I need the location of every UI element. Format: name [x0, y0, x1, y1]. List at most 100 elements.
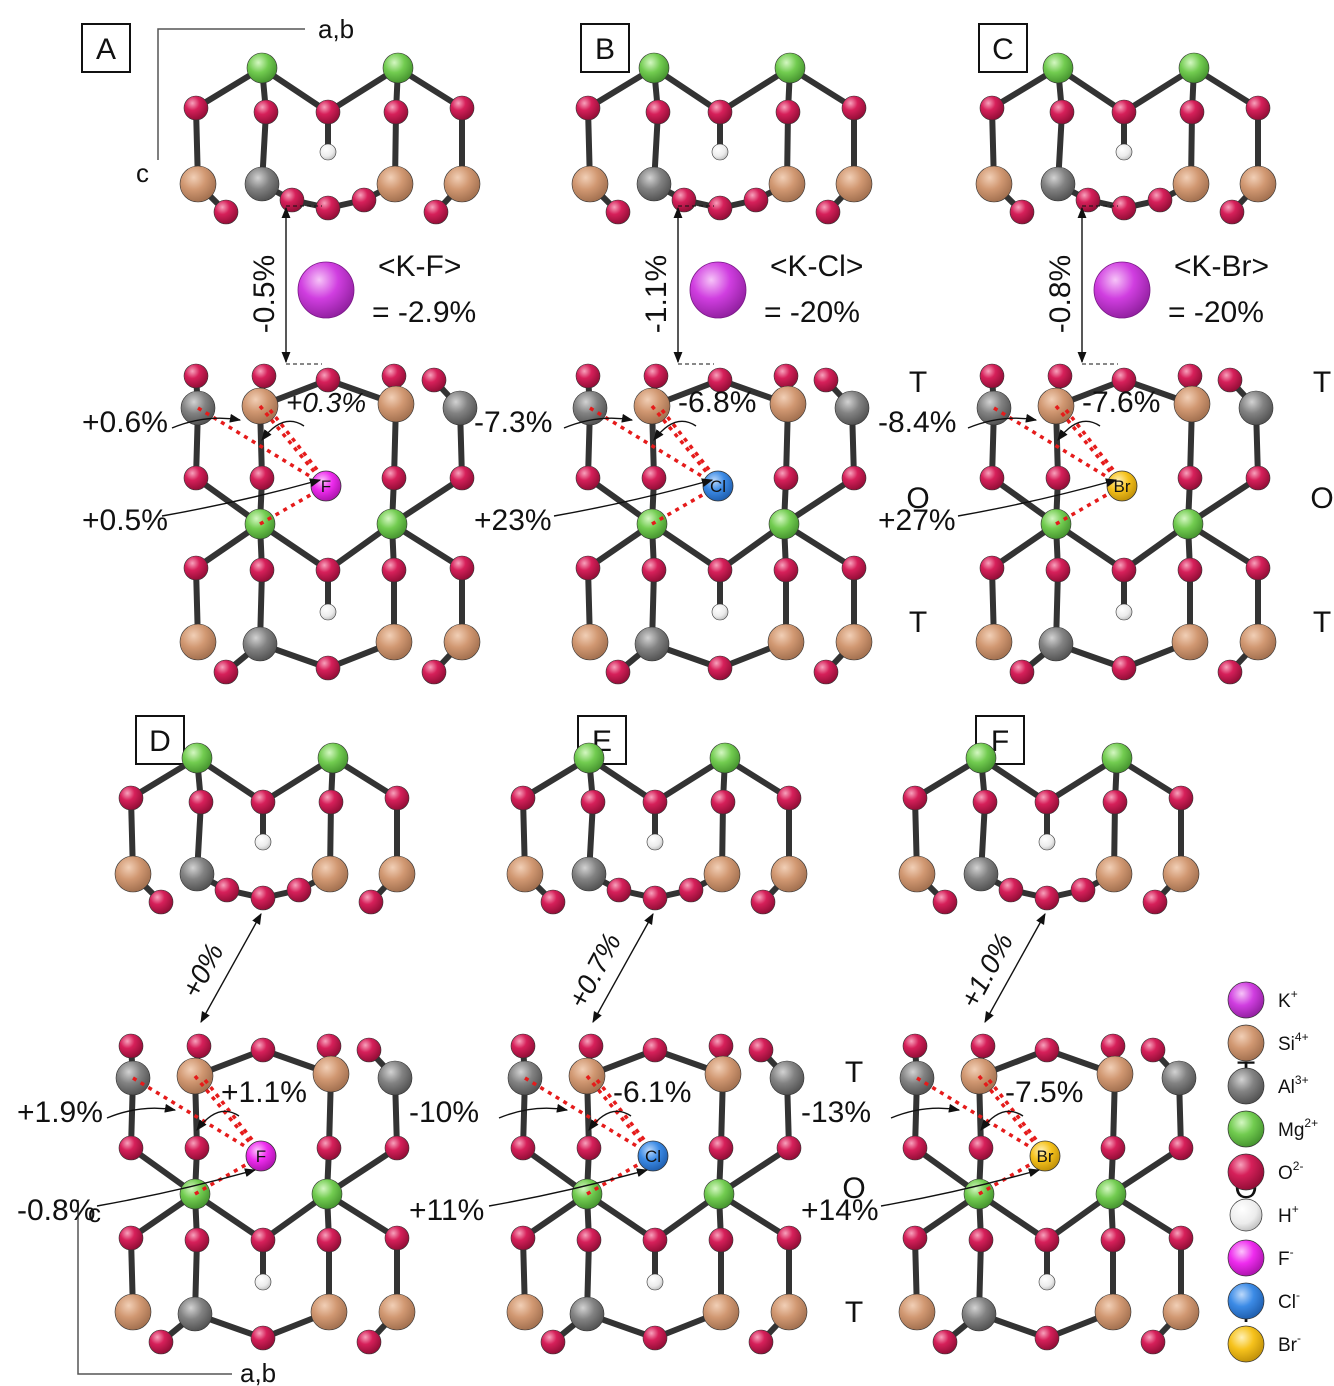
- oxygen-atom: [1070, 877, 1096, 903]
- oxygen-atom: [249, 557, 275, 583]
- oxygen-atom: [979, 465, 1005, 491]
- oxygen-atom: [841, 555, 867, 581]
- oxygen-atom: [972, 789, 998, 815]
- oxygen-atom: [1034, 1227, 1060, 1253]
- magnesium-atom: [382, 52, 414, 84]
- silicon-atom: [179, 165, 217, 203]
- lower-tot-layer: [179, 363, 481, 685]
- axis-top-vertical-label: c: [136, 158, 149, 188]
- magnesium-atom: [181, 742, 213, 774]
- oxygen-atom: [998, 877, 1024, 903]
- oxygen-atom: [351, 187, 377, 213]
- layer-label: T: [909, 606, 927, 639]
- aluminium-atom: [242, 626, 278, 662]
- oxygen-atom: [188, 789, 214, 815]
- bond-change-annotation: -10%: [409, 1096, 479, 1129]
- oxygen-atom: [902, 1033, 928, 1059]
- oxygen-atom: [421, 367, 447, 393]
- silicon-atom: [1094, 1293, 1132, 1331]
- oxygen-atom: [1047, 363, 1073, 389]
- oxygen-atom: [510, 785, 536, 811]
- oxygen-atom: [970, 1033, 996, 1059]
- silicon-atom: [571, 165, 609, 203]
- aluminium-atom: [569, 1296, 605, 1332]
- silicon-atom: [571, 623, 609, 661]
- axis-indicator-bottom: a,b c: [77, 1198, 276, 1386]
- silicon-atom: [702, 1293, 740, 1331]
- hydrogen-atom: [319, 603, 337, 621]
- annotation-pointer: [890, 1103, 961, 1119]
- panel-letter: B: [595, 33, 615, 66]
- oxygen-atom: [1009, 659, 1035, 685]
- panel-letter: F: [991, 725, 1009, 758]
- legend-label: F-: [1278, 1245, 1294, 1270]
- legend-label: Cl-: [1278, 1288, 1300, 1313]
- oxygen-atom: [575, 95, 601, 121]
- oxygen-atom: [773, 557, 799, 583]
- oxygen-atom: [1140, 1329, 1166, 1355]
- lower-tot-layer: [975, 363, 1277, 685]
- oxygen-atom: [1111, 367, 1137, 393]
- bond-change-annotation: +0.3%: [286, 387, 366, 418]
- oxygen-atom: [1034, 1037, 1060, 1063]
- oxygen-atom: [707, 367, 733, 393]
- oxygen-atom: [642, 885, 668, 911]
- silicon-atom: [114, 1293, 152, 1331]
- panel-d: D F +0% +1.9% +1.1% -0.8%: [17, 715, 416, 1355]
- silicon-atom: [376, 165, 414, 203]
- oxygen-atom: [384, 785, 410, 811]
- hydrogen-atom: [711, 143, 729, 161]
- fluoride-ion: [245, 1140, 277, 1172]
- legend-label: Mg2+: [1278, 1116, 1318, 1141]
- oxygen-atom: [575, 363, 601, 389]
- silicon-atom: [770, 1293, 808, 1331]
- oxygen-atom: [979, 555, 1005, 581]
- silicon-atom: [506, 1293, 544, 1331]
- upper-tot-layer: [506, 742, 808, 915]
- oxygen-atom: [743, 187, 769, 213]
- magnesium-atom: [768, 508, 800, 540]
- oxygen-atom: [1142, 889, 1168, 915]
- interlayer-change-label: +0%: [176, 938, 230, 1003]
- oxygen-atom: [184, 1227, 210, 1253]
- oxygen-ion-icon: [1227, 1153, 1265, 1191]
- oxygen-atom: [315, 99, 341, 125]
- oxygen-atom: [118, 785, 144, 811]
- oxygen-atom: [1168, 1225, 1194, 1251]
- oxygen-atom: [183, 465, 209, 491]
- chloride-ion: [637, 1140, 669, 1172]
- magnesium-atom: [1101, 742, 1133, 774]
- silicon-atom: [1171, 623, 1209, 661]
- silicon-atom: [310, 1293, 348, 1331]
- oxygen-atom: [315, 557, 341, 583]
- interlayer-change-label: -0.5%: [248, 255, 281, 333]
- oxygen-atom: [381, 363, 407, 389]
- oxygen-atom: [575, 555, 601, 581]
- layer-label: T: [909, 366, 927, 399]
- silicon-atom: [506, 855, 544, 893]
- oxygen-atom: [148, 889, 174, 915]
- aluminium-atom: [177, 1296, 213, 1332]
- upper-tot-layer: [898, 742, 1200, 915]
- oxygen-atom: [1100, 1227, 1126, 1253]
- oxygen-atom: [813, 659, 839, 685]
- bond-change-annotation: -7.6%: [1082, 386, 1160, 419]
- oxygen-atom: [776, 1225, 802, 1251]
- magnesium-ion-icon: [1227, 1110, 1265, 1148]
- oxygen-atom: [932, 1329, 958, 1355]
- oxygen-atom: [1179, 99, 1205, 125]
- mean-bond-label: <K-F>: [378, 250, 461, 283]
- panel-letter-box: [580, 23, 630, 73]
- magnesium-atom: [246, 52, 278, 84]
- oxygen-atom: [356, 1329, 382, 1355]
- legend-label: Si4+: [1278, 1030, 1309, 1055]
- hydrogen-atom: [319, 143, 337, 161]
- aluminium-atom: [834, 390, 870, 426]
- bromide-ion: [1029, 1140, 1061, 1172]
- oxygen-atom: [1100, 1135, 1126, 1161]
- oxygen-atom: [606, 877, 632, 903]
- hydrogen-atom: [254, 833, 272, 851]
- annotation-pointer: [488, 1168, 649, 1207]
- annotation-pointer: [196, 1110, 240, 1131]
